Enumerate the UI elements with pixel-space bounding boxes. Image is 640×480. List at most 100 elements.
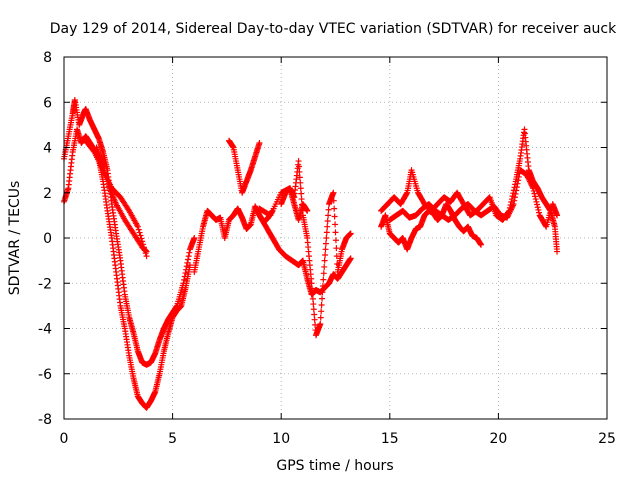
data-point-trace [507,207,514,214]
data-point-trace [529,183,536,190]
data-point-trace [297,185,304,192]
data-point-trace [536,209,543,216]
x-tick-label: 5 [168,431,177,447]
data-point-trace [528,181,535,188]
data-point-trace [515,173,522,180]
data-point-trace [535,206,542,213]
data-point-trace [331,205,338,212]
data-point-trace [528,182,535,189]
data-point-trace [296,174,303,181]
y-axis-label: SDTVAR / TECUs [7,181,23,296]
data-point-trace [524,174,531,181]
data-point-trace [322,246,329,253]
y-tick-label: 2 [43,186,52,202]
data-point-trace [513,184,520,191]
series-segment-b-mid [256,212,354,298]
data-point-trace [513,187,520,194]
data-point-trace [531,190,538,197]
data-point [330,189,337,196]
y-tick-label: -8 [38,412,52,428]
y-tick-label: 8 [43,50,52,66]
data-point [134,223,141,230]
data-point-trace [317,314,324,321]
data-point-trace [542,222,549,229]
data-point-trace [511,194,518,201]
data-point-trace [532,196,539,203]
series-segment-c-lower [386,167,561,230]
data-point [347,230,354,237]
data-point-trace [324,218,331,225]
data-point-trace [297,179,304,186]
data-point [478,241,485,248]
data-point-trace [318,301,325,308]
x-tick-label: 10 [272,431,290,447]
data-point [347,255,354,262]
y-tick-label: -4 [38,322,52,338]
data-point-trace [534,201,541,208]
data-point-trace [525,175,532,182]
data-point [295,158,302,165]
data-point-trace [507,206,514,213]
data-point-trace [310,301,317,308]
data-point-trace [319,295,326,302]
data-point-trace [324,223,331,230]
data-point-trace [186,249,193,256]
data-point-trace [511,197,518,204]
x-tick-label: 15 [381,431,399,447]
data-point-trace [509,202,516,209]
data-point-trace [514,180,521,187]
data-point-trace [311,311,318,318]
series-segment-b-spike-2 [278,158,354,339]
data-point-trace [185,256,192,263]
data-point [317,320,324,327]
data-point-trace [509,203,516,210]
ticks: 0 5 10 15 20 25 -8 -6 -4 -2 0 2 4 6 8 [38,50,616,447]
data-point-trace [330,197,337,204]
data-point-trace [323,229,330,236]
data-point [504,214,511,221]
series-segment-b-spike [226,137,263,196]
x-tick-label: 0 [60,431,69,447]
series-segment-a-upper [61,96,198,368]
data-point-trace [526,177,533,184]
data-point-trace [136,229,143,236]
data-point [143,248,150,255]
series-segment-a-branch-2 [93,144,150,255]
x-tick-label: 20 [489,431,507,447]
data-point [191,235,198,241]
data-point-trace [135,226,142,233]
data-point [186,262,193,269]
data-point-trace [526,178,533,185]
x-tick-label: 25 [598,431,616,447]
data-point-trace [319,282,326,289]
data-point-trace [320,270,327,277]
data-point-trace [319,289,326,296]
data-point-trace [183,263,190,270]
data-point-trace [325,206,332,213]
data-point-trace [322,251,329,258]
y-tick-label: -6 [38,367,52,383]
data-point-trace [515,177,522,184]
data-point-trace [320,276,327,283]
data-point-trace [137,232,144,239]
data-point [554,212,561,219]
data-point-trace [321,263,328,270]
data-point-trace [309,290,316,297]
y-tick-label: 6 [43,95,52,111]
data-point-trace [333,245,340,252]
data-point-trace [309,295,316,302]
data-point-trace [332,229,339,236]
chart-title: Day 129 of 2014, Sidereal Day-to-day VTE… [50,21,617,37]
data-series [61,96,561,411]
data-point-trace [403,190,410,197]
data-point [554,248,561,255]
y-tick-label: 0 [43,231,52,247]
data-point-trace [331,213,338,220]
data-point [523,171,530,178]
data-point [256,139,263,146]
data-point-trace [524,173,531,180]
data-point [530,185,537,192]
data-point-trace [505,211,512,218]
